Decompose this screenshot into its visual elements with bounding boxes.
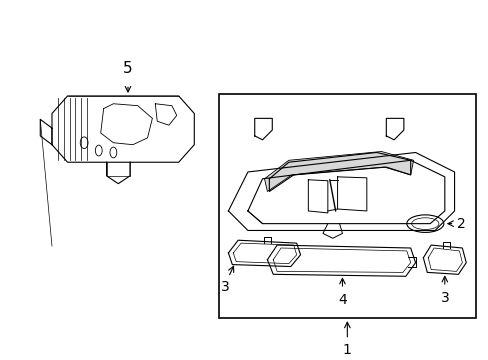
Text: 3: 3	[221, 280, 229, 294]
Text: 1: 1	[342, 343, 351, 356]
Text: 2: 2	[457, 217, 465, 231]
Polygon shape	[264, 152, 413, 192]
Text: 3: 3	[440, 291, 448, 305]
Text: 4: 4	[337, 293, 346, 307]
Text: 5: 5	[123, 62, 133, 76]
Bar	[218, 94, 475, 318]
